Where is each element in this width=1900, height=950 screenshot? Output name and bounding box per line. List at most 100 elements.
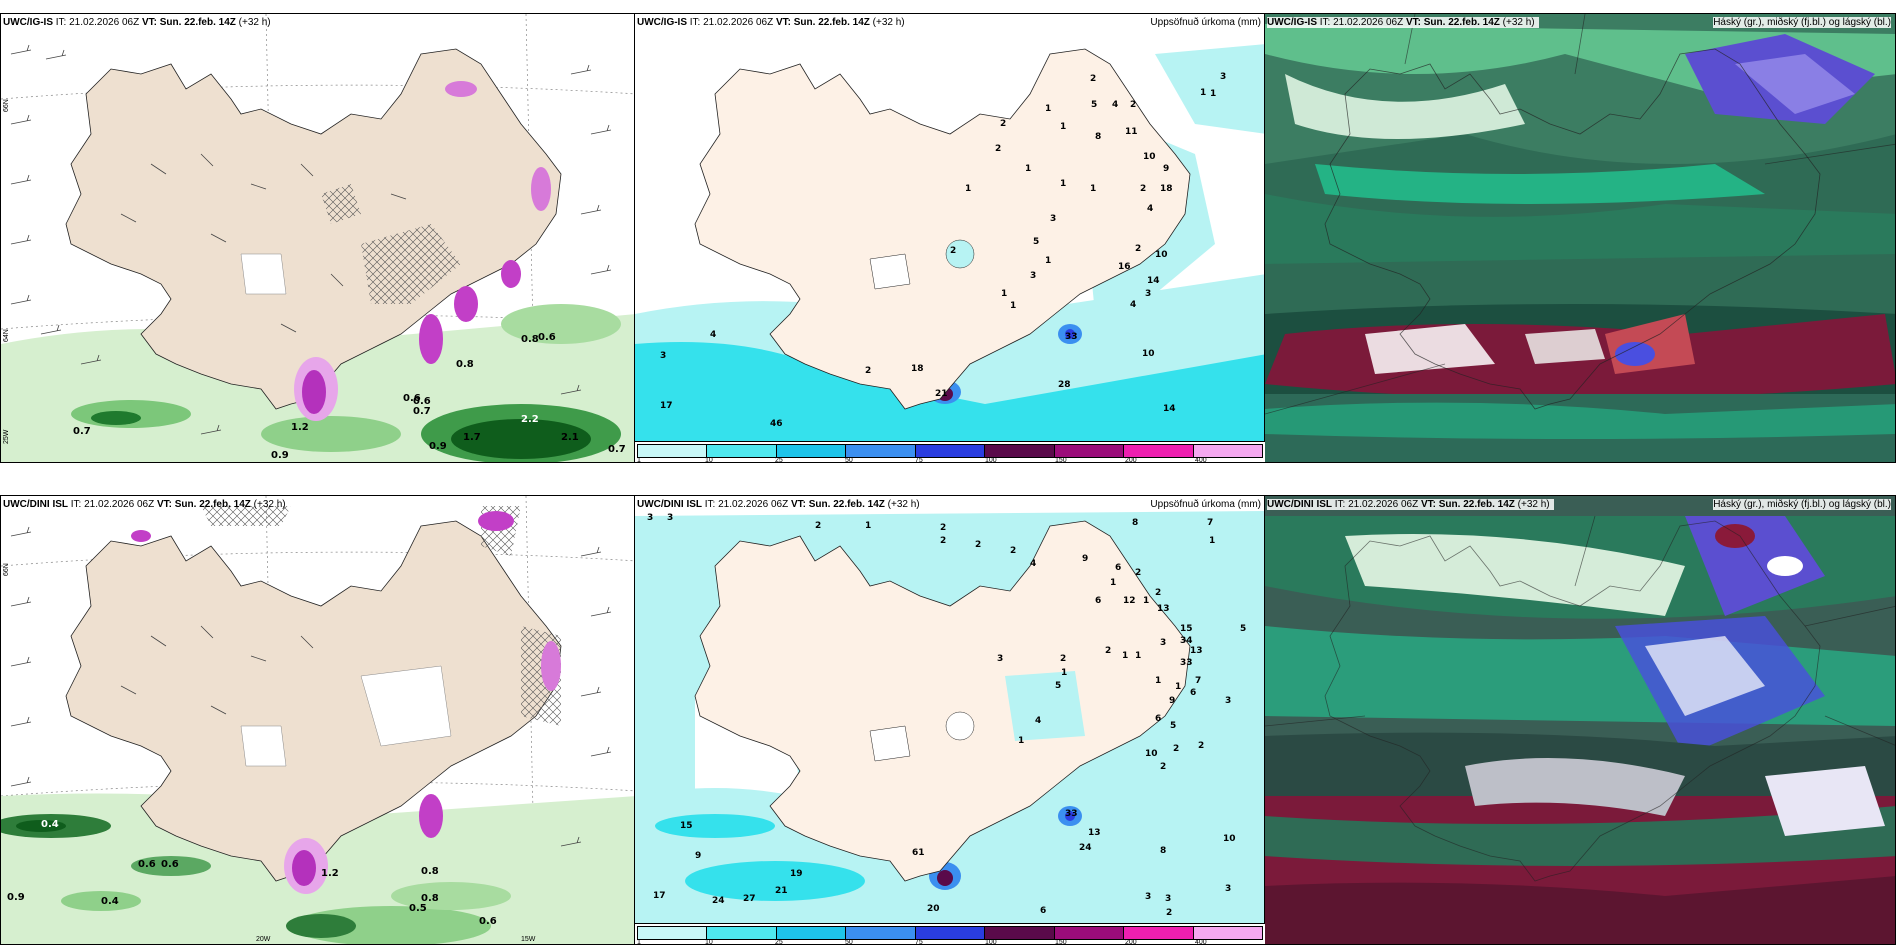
precip-label: 46 — [770, 419, 783, 429]
panel-header: UWC/IG-IS IT: 21.02.2026 06Z VT: Sun. 22… — [1267, 17, 1539, 28]
precip-map — [635, 44, 1265, 442]
colorbar-swatch — [1193, 445, 1262, 457]
value-label: 0.6 — [403, 393, 421, 404]
precip-label: 4 — [710, 330, 717, 340]
precip-label: 1 — [1010, 301, 1017, 311]
precip-label: 10 — [1145, 749, 1158, 759]
colorbar-swatch — [707, 927, 777, 939]
panel-header: UWC/IG-IS IT: 21.02.2026 06Z VT: Sun. 22… — [3, 17, 271, 28]
precip-label: 3 — [647, 513, 654, 523]
precip-label: 2 — [1010, 546, 1017, 556]
precip-label: 1 — [1045, 256, 1052, 266]
precip-label: 2 — [1130, 100, 1137, 110]
value-label: 0.8 — [521, 334, 539, 345]
value-label: 0.6 — [413, 396, 431, 407]
precip-label: 5 — [1033, 237, 1040, 247]
precip-label: 15 — [1180, 624, 1193, 634]
precip-label: 3 — [1030, 271, 1037, 281]
precip-label: 3 — [1220, 72, 1227, 82]
precip-label: 34 — [1180, 636, 1193, 646]
colorbar-swatch — [846, 927, 916, 939]
precip-label: 16 — [1118, 262, 1131, 272]
colorbar: 1 10 25 50 75 100 150 200 400 — [635, 441, 1265, 463]
precip-label: 2 — [995, 144, 1002, 154]
precip-label: 5 — [1170, 721, 1177, 731]
precip-label: 9 — [1169, 696, 1176, 706]
precip-label: 2 — [1135, 244, 1142, 254]
colorbar-tick: 200 — [1125, 939, 1137, 945]
precip-label: 1 — [1209, 536, 1216, 546]
colorbar-swatch — [985, 927, 1055, 939]
value-label: 0.6 — [161, 859, 179, 870]
panel-title: Uppsöfnuð úrkoma (mm) — [1150, 17, 1261, 28]
precip-label: 11 — [1125, 127, 1138, 137]
colorbar-tick: 25 — [775, 939, 783, 945]
precip-label: 2 — [1173, 744, 1180, 754]
precip-label: 6 — [1155, 714, 1162, 724]
precip-label: 3 — [1160, 638, 1167, 648]
lon-label: 15W — [521, 936, 536, 943]
precip-label: 1 — [1061, 668, 1068, 678]
colorbar-swatch — [915, 927, 986, 939]
value-label: 1.2 — [291, 422, 309, 433]
value-label: 0.4 — [101, 896, 119, 907]
snow-magenta — [131, 511, 561, 894]
precip-label: 1 — [1025, 164, 1032, 174]
precip-label: 6 — [1040, 906, 1047, 916]
colorbar-tick: 100 — [985, 457, 997, 463]
precip-label: 2 — [975, 540, 982, 550]
panel-wind-igis: UWC/IG-IS IT: 21.02.2026 06Z VT: Sun. 22… — [0, 13, 636, 463]
value-label: 0.9 — [429, 441, 447, 452]
precip-label: 9 — [1163, 164, 1170, 174]
precip-label: 4 — [1030, 559, 1037, 569]
precip-label: 7 — [1207, 518, 1214, 528]
precip-label: 18 — [911, 364, 924, 374]
precip-label: 3 — [1145, 892, 1152, 902]
value-label: 0.7 — [608, 444, 626, 455]
value-label: 0.8 — [421, 866, 439, 877]
precip-label: 61 — [912, 848, 925, 858]
precip-label: 6 — [1115, 563, 1122, 573]
precip-label: 3 — [660, 351, 667, 361]
precip-label: 14 — [1163, 404, 1176, 414]
precip-label: 4 — [1112, 100, 1119, 110]
colorbar-swatch — [776, 927, 847, 939]
colorbar-swatch — [1124, 445, 1194, 457]
colorbar-swatch — [915, 445, 986, 457]
colorbar-swatch — [638, 445, 708, 457]
precip-label: 19 — [790, 869, 803, 879]
value-label: 0.6 — [538, 332, 556, 343]
precip-label: 33 — [1180, 658, 1193, 668]
precip-label: 2 — [1160, 762, 1167, 772]
precip-label: 1 — [965, 184, 972, 194]
precip-label: 4 — [1035, 716, 1042, 726]
snow-magenta — [294, 81, 551, 421]
colorbar-swatch — [985, 445, 1055, 457]
wind-map — [1, 496, 635, 944]
precip-label: 1 — [1143, 596, 1150, 606]
precip-label: 24 — [1079, 843, 1092, 853]
value-label: 0.4 — [41, 819, 59, 830]
precip-label: 9 — [1082, 554, 1089, 564]
precip-label: 14 — [1147, 276, 1160, 286]
lat-label: 64N — [3, 329, 10, 342]
value-label: 1.2 — [321, 868, 339, 879]
precip-label: 2 — [940, 523, 947, 533]
precip-label: 2 — [1000, 119, 1007, 129]
precip-label: 8 — [1095, 132, 1102, 142]
precip-label: 1 — [1018, 736, 1025, 746]
colorbar-tick: 50 — [845, 939, 853, 945]
precip-label: 3 — [1050, 214, 1057, 224]
precip-label: 1 — [1155, 676, 1162, 686]
precip-label: 3 — [1165, 894, 1172, 904]
panel-header: UWC/IG-IS IT: 21.02.2026 06Z VT: Sun. 22… — [637, 17, 905, 28]
precip-label: 10 — [1143, 152, 1156, 162]
colorbar-tick: 400 — [1195, 939, 1207, 945]
precip-label: 2 — [1105, 646, 1112, 656]
wind-barbs — [10, 44, 612, 435]
precip-label: 13 — [1190, 646, 1203, 656]
colorbar-tick: 1 — [637, 457, 641, 463]
colorbar-tick: 400 — [1195, 457, 1207, 463]
panel-cloud-dini: UWC/DINI ISL IT: 21.02.2026 06Z VT: Sun.… — [1264, 495, 1896, 945]
colorbar-tick: 200 — [1125, 457, 1137, 463]
